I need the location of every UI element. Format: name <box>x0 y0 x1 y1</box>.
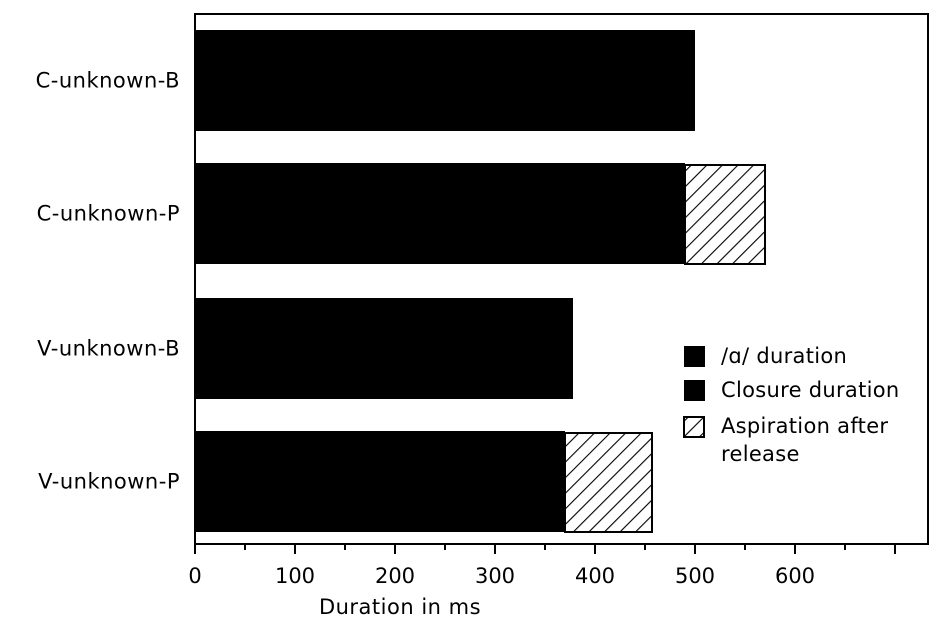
legend-label: Aspiration after <box>721 414 888 438</box>
x-tick-label: 100 <box>275 564 315 588</box>
legend: /ɑ/ duration Closure duration Aspiration a… <box>683 344 900 466</box>
bars <box>195 30 766 533</box>
category-label: C-unknown-P <box>37 202 180 226</box>
x-axis-title: Duration in ms <box>319 595 481 619</box>
category-labels: C-unknown-B C-unknown-P V-unknown-B V-unkno… <box>36 69 180 494</box>
x-tick-label: 200 <box>375 564 415 588</box>
bar-closure-c-unknown-p <box>195 163 685 264</box>
x-tick-label: 600 <box>775 564 815 588</box>
x-tick-label: 500 <box>675 564 715 588</box>
category-label: C-unknown-B <box>36 69 180 93</box>
legend-label: /ɑ/ duration <box>721 344 847 368</box>
legend-label: Closure duration <box>721 378 900 402</box>
legend-swatch-aspiration <box>683 416 705 438</box>
x-tick-label: 400 <box>575 564 615 588</box>
bar-closure-c-unknown-b <box>195 30 695 131</box>
x-tick-label: 300 <box>475 564 515 588</box>
category-label: V-unknown-B <box>37 337 180 361</box>
bar-closure-v-unknown-p <box>195 431 565 532</box>
plot-frame <box>194 13 929 545</box>
x-tick-label: 0 <box>188 564 201 588</box>
x-axis: 0 100 200 300 400 500 600 <box>188 544 896 588</box>
bar-closure-v-unknown-b <box>195 298 573 399</box>
bar-aspiration-v-unknown-p <box>564 432 653 533</box>
legend-label-cont: release <box>721 442 800 466</box>
legend-swatch <box>684 380 705 401</box>
category-label: V-unknown-P <box>38 470 180 494</box>
bar-aspiration-c-unknown-p <box>684 164 766 265</box>
legend-swatch <box>684 346 705 367</box>
